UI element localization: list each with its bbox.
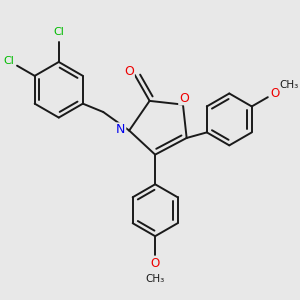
Text: CH₃: CH₃ (146, 274, 165, 284)
Text: CH₃: CH₃ (279, 80, 298, 90)
Text: O: O (179, 92, 189, 105)
Text: O: O (124, 65, 134, 78)
Text: N: N (116, 123, 126, 136)
Text: O: O (270, 86, 280, 100)
Text: Cl: Cl (4, 56, 14, 66)
Text: Cl: Cl (53, 27, 64, 37)
Text: O: O (151, 256, 160, 270)
